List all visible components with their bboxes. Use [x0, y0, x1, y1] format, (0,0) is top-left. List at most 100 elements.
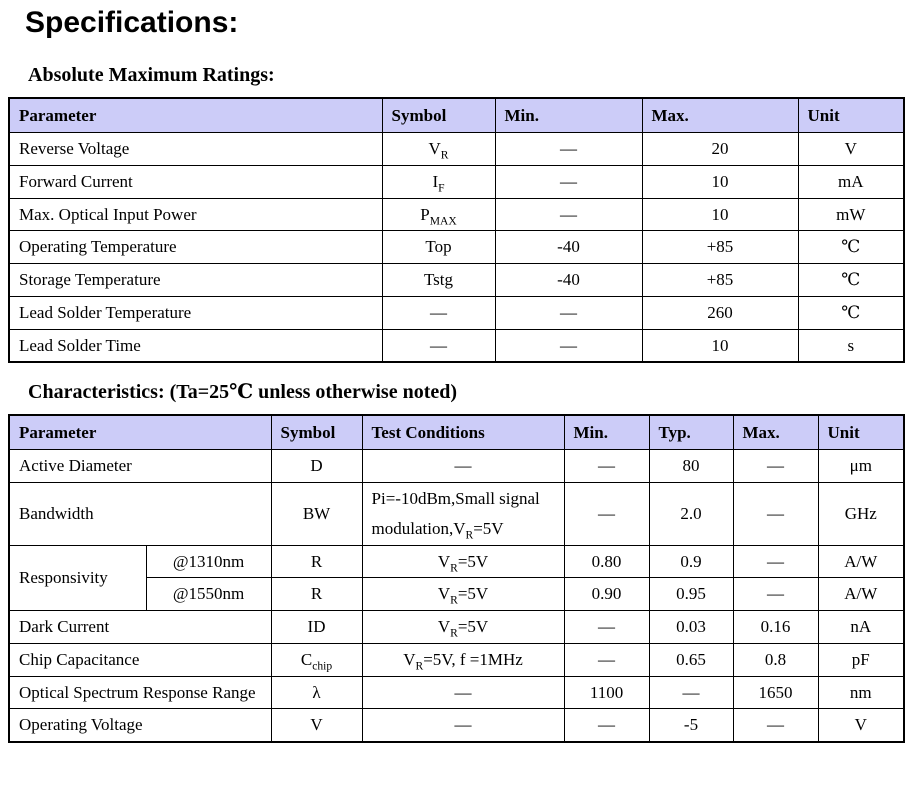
table-cell: +85	[641, 230, 799, 264]
table-cell: 1650	[732, 675, 819, 710]
column-header: Min.	[563, 414, 650, 451]
table-cell: IF	[381, 164, 496, 199]
table-cell: Bandwidth	[8, 482, 272, 546]
table-cell: @1310nm	[145, 544, 272, 579]
table-cell: @1550nm	[145, 577, 272, 611]
table-row: Operating Temperature Top -40 +85 ℃	[8, 230, 905, 264]
table-cell: —	[732, 708, 819, 743]
table-cell: —	[381, 295, 496, 330]
header-row: Parameter Symbol Test Conditions Min. Typ. Ma…	[8, 414, 905, 451]
table-cell: -5	[648, 708, 734, 743]
table-cell: 0.90	[563, 577, 650, 611]
table-row: Reverse Voltage VR —20 V	[8, 132, 905, 166]
table-cell: —	[494, 132, 643, 166]
table-row: Lead Solder Temperature — —260 ℃	[8, 295, 905, 330]
table-cell: —	[732, 577, 819, 611]
table-cell: A/W	[817, 577, 905, 611]
table-row: Forward Current IF —10 mA	[8, 164, 905, 199]
table-cell: —	[494, 164, 643, 199]
table-cell: —	[563, 708, 650, 743]
table-cell: —	[494, 295, 643, 330]
table-cell: mA	[797, 164, 905, 199]
table-cell: 0.9	[648, 544, 734, 579]
table-cell: ℃	[797, 263, 905, 297]
table-cell: nA	[817, 610, 905, 644]
header-row: Parameter Symbol Min. Max. Unit	[8, 97, 905, 133]
table-cell: —	[563, 610, 650, 644]
table-cell: Operating Temperature	[8, 230, 383, 264]
table-cell: Top	[381, 230, 496, 264]
table-cell: 10	[641, 197, 799, 232]
table-cell: 260	[641, 295, 799, 330]
table-cell: PMAX	[381, 197, 496, 232]
table-row: Operating Voltage V — — -5— V	[8, 708, 905, 743]
table-cell: —	[732, 544, 819, 579]
table-cell: R	[270, 577, 363, 611]
table-cell: μm	[817, 449, 905, 483]
abs-max-heading: Absolute Maximum Ratings:	[28, 64, 275, 86]
table-cell: ID	[270, 610, 363, 644]
table-cell: V	[270, 708, 363, 743]
table-cell: —	[361, 449, 565, 483]
table-cell: Tstg	[381, 263, 496, 297]
table-cell: Responsivity	[8, 544, 147, 611]
table-cell: VR	[381, 132, 496, 166]
table-row: Lead Solder Time — —10 s	[8, 328, 905, 363]
page-title: Specifications:	[25, 6, 239, 39]
table-cell: —	[381, 328, 496, 363]
table-cell: 10	[641, 164, 799, 199]
abs-max-section: Absolute Maximum Ratings: Parameter Symbo…	[8, 62, 905, 364]
table-cell: ℃	[797, 230, 905, 264]
table-row: Responsivity @1310nm R VR=5V 0.80 0.9— A/W	[8, 544, 905, 611]
column-header: Max.	[641, 97, 799, 133]
table-cell: VR=5V	[361, 577, 565, 611]
table-cell: 0.80	[563, 544, 650, 579]
table-cell: —	[361, 708, 565, 743]
table-cell: +85	[641, 263, 799, 297]
table-cell: Optical Spectrum Response Range	[8, 675, 272, 710]
table-cell: λ	[270, 675, 363, 710]
table-cell: Lead Solder Time	[8, 328, 383, 363]
table-cell: 10	[641, 328, 799, 363]
table-cell: nm	[817, 675, 905, 710]
table-cell: 0.16	[732, 610, 819, 644]
table-cell: V	[817, 708, 905, 743]
table-row: Max. Optical Input Power PMAX —10 mW	[8, 197, 905, 232]
table-row: Optical Spectrum Response Range λ —1100—16…	[8, 675, 905, 710]
table-cell: 0.03	[648, 610, 734, 644]
table-cell: Forward Current	[8, 164, 383, 199]
column-header: Min.	[494, 97, 643, 133]
table-row: Chip Capacitance Cchip VR=5V, f =1MHz —0.65…	[8, 642, 905, 677]
column-header: Unit	[817, 414, 905, 451]
table-cell: VR=5V, f =1MHz	[361, 642, 565, 677]
column-header: Symbol	[381, 97, 496, 133]
table-cell: 0.8	[732, 642, 819, 677]
column-header: Unit	[797, 97, 905, 133]
table-cell: —	[648, 675, 734, 710]
table-cell: s	[797, 328, 905, 363]
table-cell: VR=5V	[361, 610, 565, 644]
table-cell: 2.0	[648, 482, 734, 546]
table-cell: -40	[494, 230, 643, 264]
table-cell: Storage Temperature	[8, 263, 383, 297]
table-row: @1550nm R VR=5V 0.90 0.95— A/W	[9, 577, 905, 611]
table-cell: 1100	[563, 675, 650, 710]
column-header: Test Conditions	[361, 414, 565, 451]
table-cell: ℃	[797, 295, 905, 330]
table-cell: BW	[270, 482, 363, 546]
table-cell: —	[494, 328, 643, 363]
datasheet-page: Specifications: Absolute Maximum Ratings…	[0, 4, 911, 804]
table-row: Dark Current ID VR=5V —0.03 0.16 nA	[8, 610, 905, 644]
table-cell: —	[563, 449, 650, 483]
table-row: Storage Temperature Tstg -40 +85 ℃	[8, 263, 905, 297]
table-cell: pF	[817, 642, 905, 677]
table-cell: V	[797, 132, 905, 166]
table-cell: —	[732, 482, 819, 546]
abs-max-table: Parameter Symbol Min. Max. Unit Reverse Volta…	[8, 97, 905, 364]
table-cell: —	[563, 482, 650, 546]
table-cell: Pi=-10dBm,Small signal modulation,VR=5V	[361, 482, 565, 546]
table-cell: —	[732, 449, 819, 483]
table-cell: VR=5V	[361, 544, 565, 579]
column-header: Max.	[732, 414, 819, 451]
table-cell: Dark Current	[8, 610, 272, 644]
